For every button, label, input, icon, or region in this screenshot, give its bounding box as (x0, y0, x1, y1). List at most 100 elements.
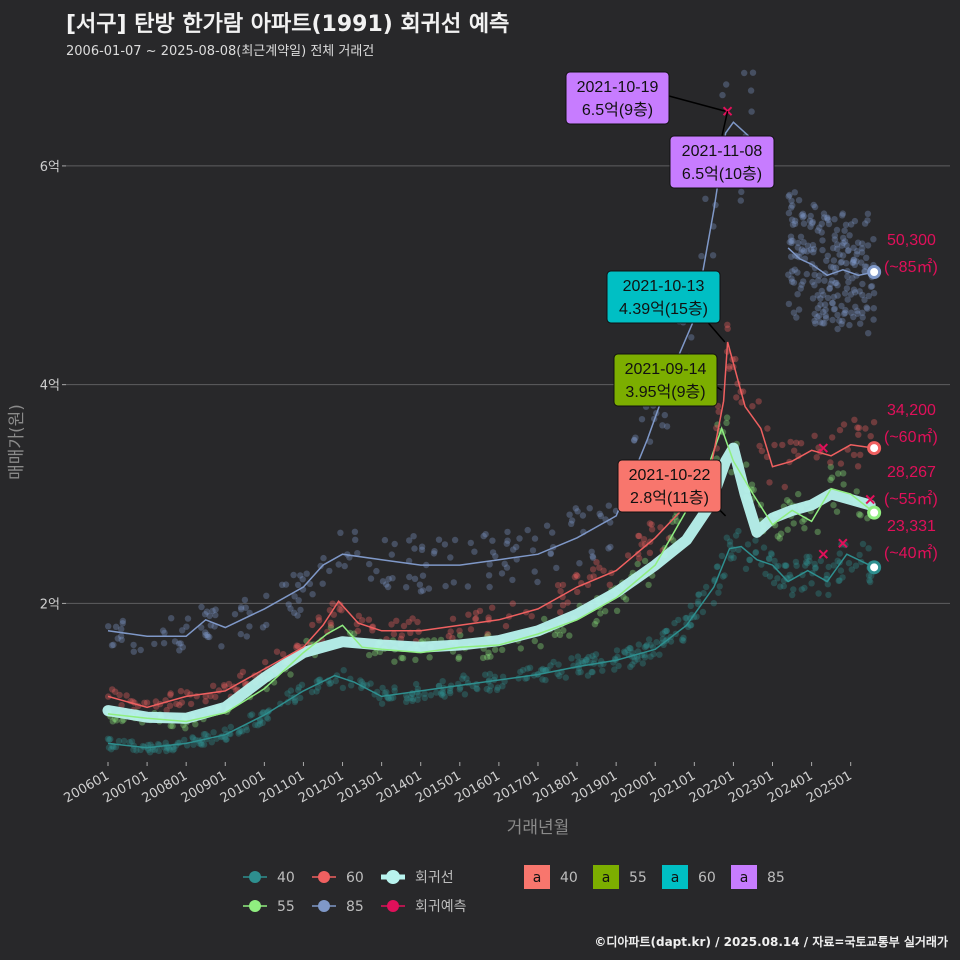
scatter-point (732, 532, 740, 539)
scatter-point (175, 640, 183, 647)
scatter-point (870, 236, 877, 243)
scatter-point (524, 665, 531, 672)
scatter-point (756, 442, 763, 450)
scatter-point (791, 220, 799, 227)
scatter-point (597, 610, 604, 617)
regression-line (102, 442, 876, 724)
scatter-point (553, 564, 560, 572)
scatter-point (556, 631, 564, 639)
scatter-point (837, 259, 844, 266)
scatter-point (811, 560, 818, 568)
scatter-point (237, 727, 244, 734)
scatter-point (843, 242, 850, 249)
scatter-point (635, 532, 642, 540)
scatter-point (792, 217, 799, 224)
scatter-point (857, 512, 864, 519)
scatter-point (850, 256, 857, 264)
scatter-point (313, 688, 320, 695)
scatter-point (151, 746, 159, 753)
scatter-point (834, 282, 841, 289)
scatter-point (492, 646, 499, 653)
scatter-point (166, 702, 174, 709)
scatter-point (246, 623, 253, 630)
scatter-point (772, 563, 780, 570)
scatter-point (504, 537, 511, 544)
scatter-point (499, 683, 506, 690)
scatter-point (838, 320, 845, 328)
scatter-point (551, 631, 559, 639)
scatter-point (414, 618, 421, 626)
scatter-point (109, 718, 117, 725)
scatter-point (781, 483, 788, 491)
scatter-point (447, 628, 454, 635)
scatter-point (817, 301, 824, 308)
legend-max-label-40: 40 (560, 870, 578, 886)
scatter-point (486, 670, 494, 678)
scatter-point (403, 695, 411, 702)
forecast-mark (818, 549, 829, 559)
scatter-point (309, 591, 316, 598)
scatter-point (728, 552, 735, 559)
scatter-point (804, 242, 812, 249)
scatter-point (814, 528, 821, 536)
scatter-point (221, 683, 228, 690)
scatter-point (385, 695, 393, 702)
scatter-point (835, 470, 842, 477)
scatter-point (735, 527, 742, 535)
scatter-point (631, 436, 638, 444)
scatter-point (519, 666, 527, 674)
scatter-point (865, 572, 873, 579)
scatter-point (783, 562, 790, 569)
scatter-point (133, 747, 140, 754)
scatter-point (838, 302, 845, 310)
scatter-point (256, 720, 264, 728)
scatter-point (611, 666, 618, 673)
scatter-point (531, 535, 539, 542)
scatter-point (870, 419, 878, 426)
scatter-point (752, 537, 759, 544)
scatter-point (786, 499, 793, 506)
scatter-point (839, 252, 847, 259)
callout-box (613, 353, 718, 407)
scatter-point (615, 662, 622, 670)
scatter-point (365, 616, 373, 623)
scatter-point (108, 746, 115, 753)
scatter-point (851, 416, 858, 423)
scatter-point (539, 676, 546, 683)
scatter-point (785, 193, 792, 200)
scatter-point (446, 687, 454, 695)
scatter-point (456, 686, 463, 693)
scatter-point (418, 543, 426, 550)
scatter-point (265, 707, 273, 714)
scatter-point (586, 574, 594, 581)
scatter-point (641, 644, 648, 651)
scatter-point (176, 701, 183, 709)
scatter-point (574, 572, 581, 580)
scatter-point (487, 653, 494, 660)
scatter-point (789, 591, 796, 599)
scatter-point (439, 688, 446, 695)
scatter-point (813, 454, 820, 461)
scatter-point (273, 648, 281, 655)
scatter-point (811, 317, 818, 324)
scatter-point (789, 221, 797, 228)
scatter-point (445, 633, 452, 640)
scatter-point (863, 304, 870, 311)
scatter-point (822, 306, 829, 313)
scatter-point (441, 693, 448, 700)
scatter-point (821, 320, 828, 327)
scatter-point (398, 632, 406, 639)
scatter-point (659, 635, 666, 643)
scatter-point (203, 608, 211, 615)
callout-date: 2021-09-14 (625, 361, 707, 378)
scatter-point (319, 580, 326, 587)
scatter-point (504, 528, 511, 536)
scatter-point (760, 544, 768, 551)
scatter-point (358, 678, 365, 686)
scatter-point (748, 108, 755, 115)
x-axis-title: 거래년월 (507, 818, 570, 838)
scatter-point (118, 626, 125, 633)
scatter-point (564, 599, 571, 606)
scatter-point (627, 645, 634, 652)
y-tick-label: 2억 (40, 597, 60, 612)
